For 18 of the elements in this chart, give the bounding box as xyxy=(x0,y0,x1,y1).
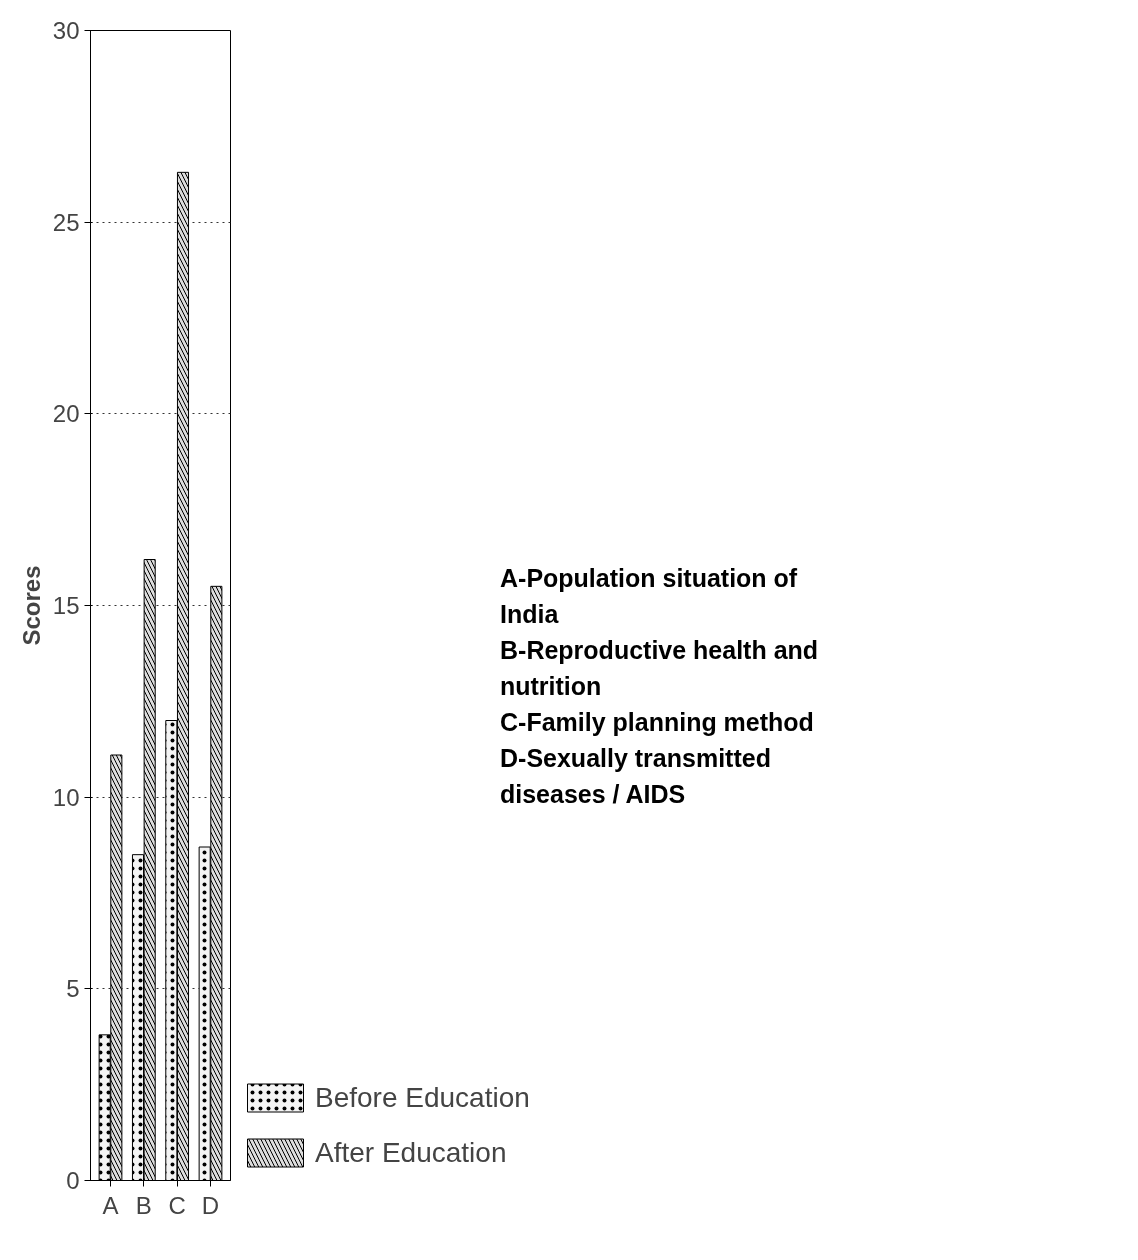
legend-label: After Education xyxy=(315,1136,507,1169)
y-tick-label: 10 xyxy=(52,783,80,811)
x-tick-label: A xyxy=(102,1191,119,1219)
y-tick-label: 20 xyxy=(52,400,80,428)
text: C-Family planning method xyxy=(500,708,814,736)
legend-label: Before Education xyxy=(315,1081,530,1114)
y-tick-label: 30 xyxy=(52,17,80,44)
text: A-Population situation of India xyxy=(500,564,798,628)
x-tick-label: D xyxy=(201,1191,220,1219)
text: B-Reproductive health and nutrition xyxy=(500,636,819,700)
y-tick-label: 5 xyxy=(66,975,80,1003)
y-tick-label: 0 xyxy=(66,1167,80,1194)
x-tick-label: C xyxy=(168,1191,186,1219)
x-tick-label: B xyxy=(135,1191,152,1219)
y-tick-label: 15 xyxy=(52,592,80,619)
text: D-Sexually transmitted diseases / AIDS xyxy=(500,744,771,808)
y-axis-title: Scores xyxy=(17,565,45,646)
y-tick-label: 25 xyxy=(52,208,80,236)
